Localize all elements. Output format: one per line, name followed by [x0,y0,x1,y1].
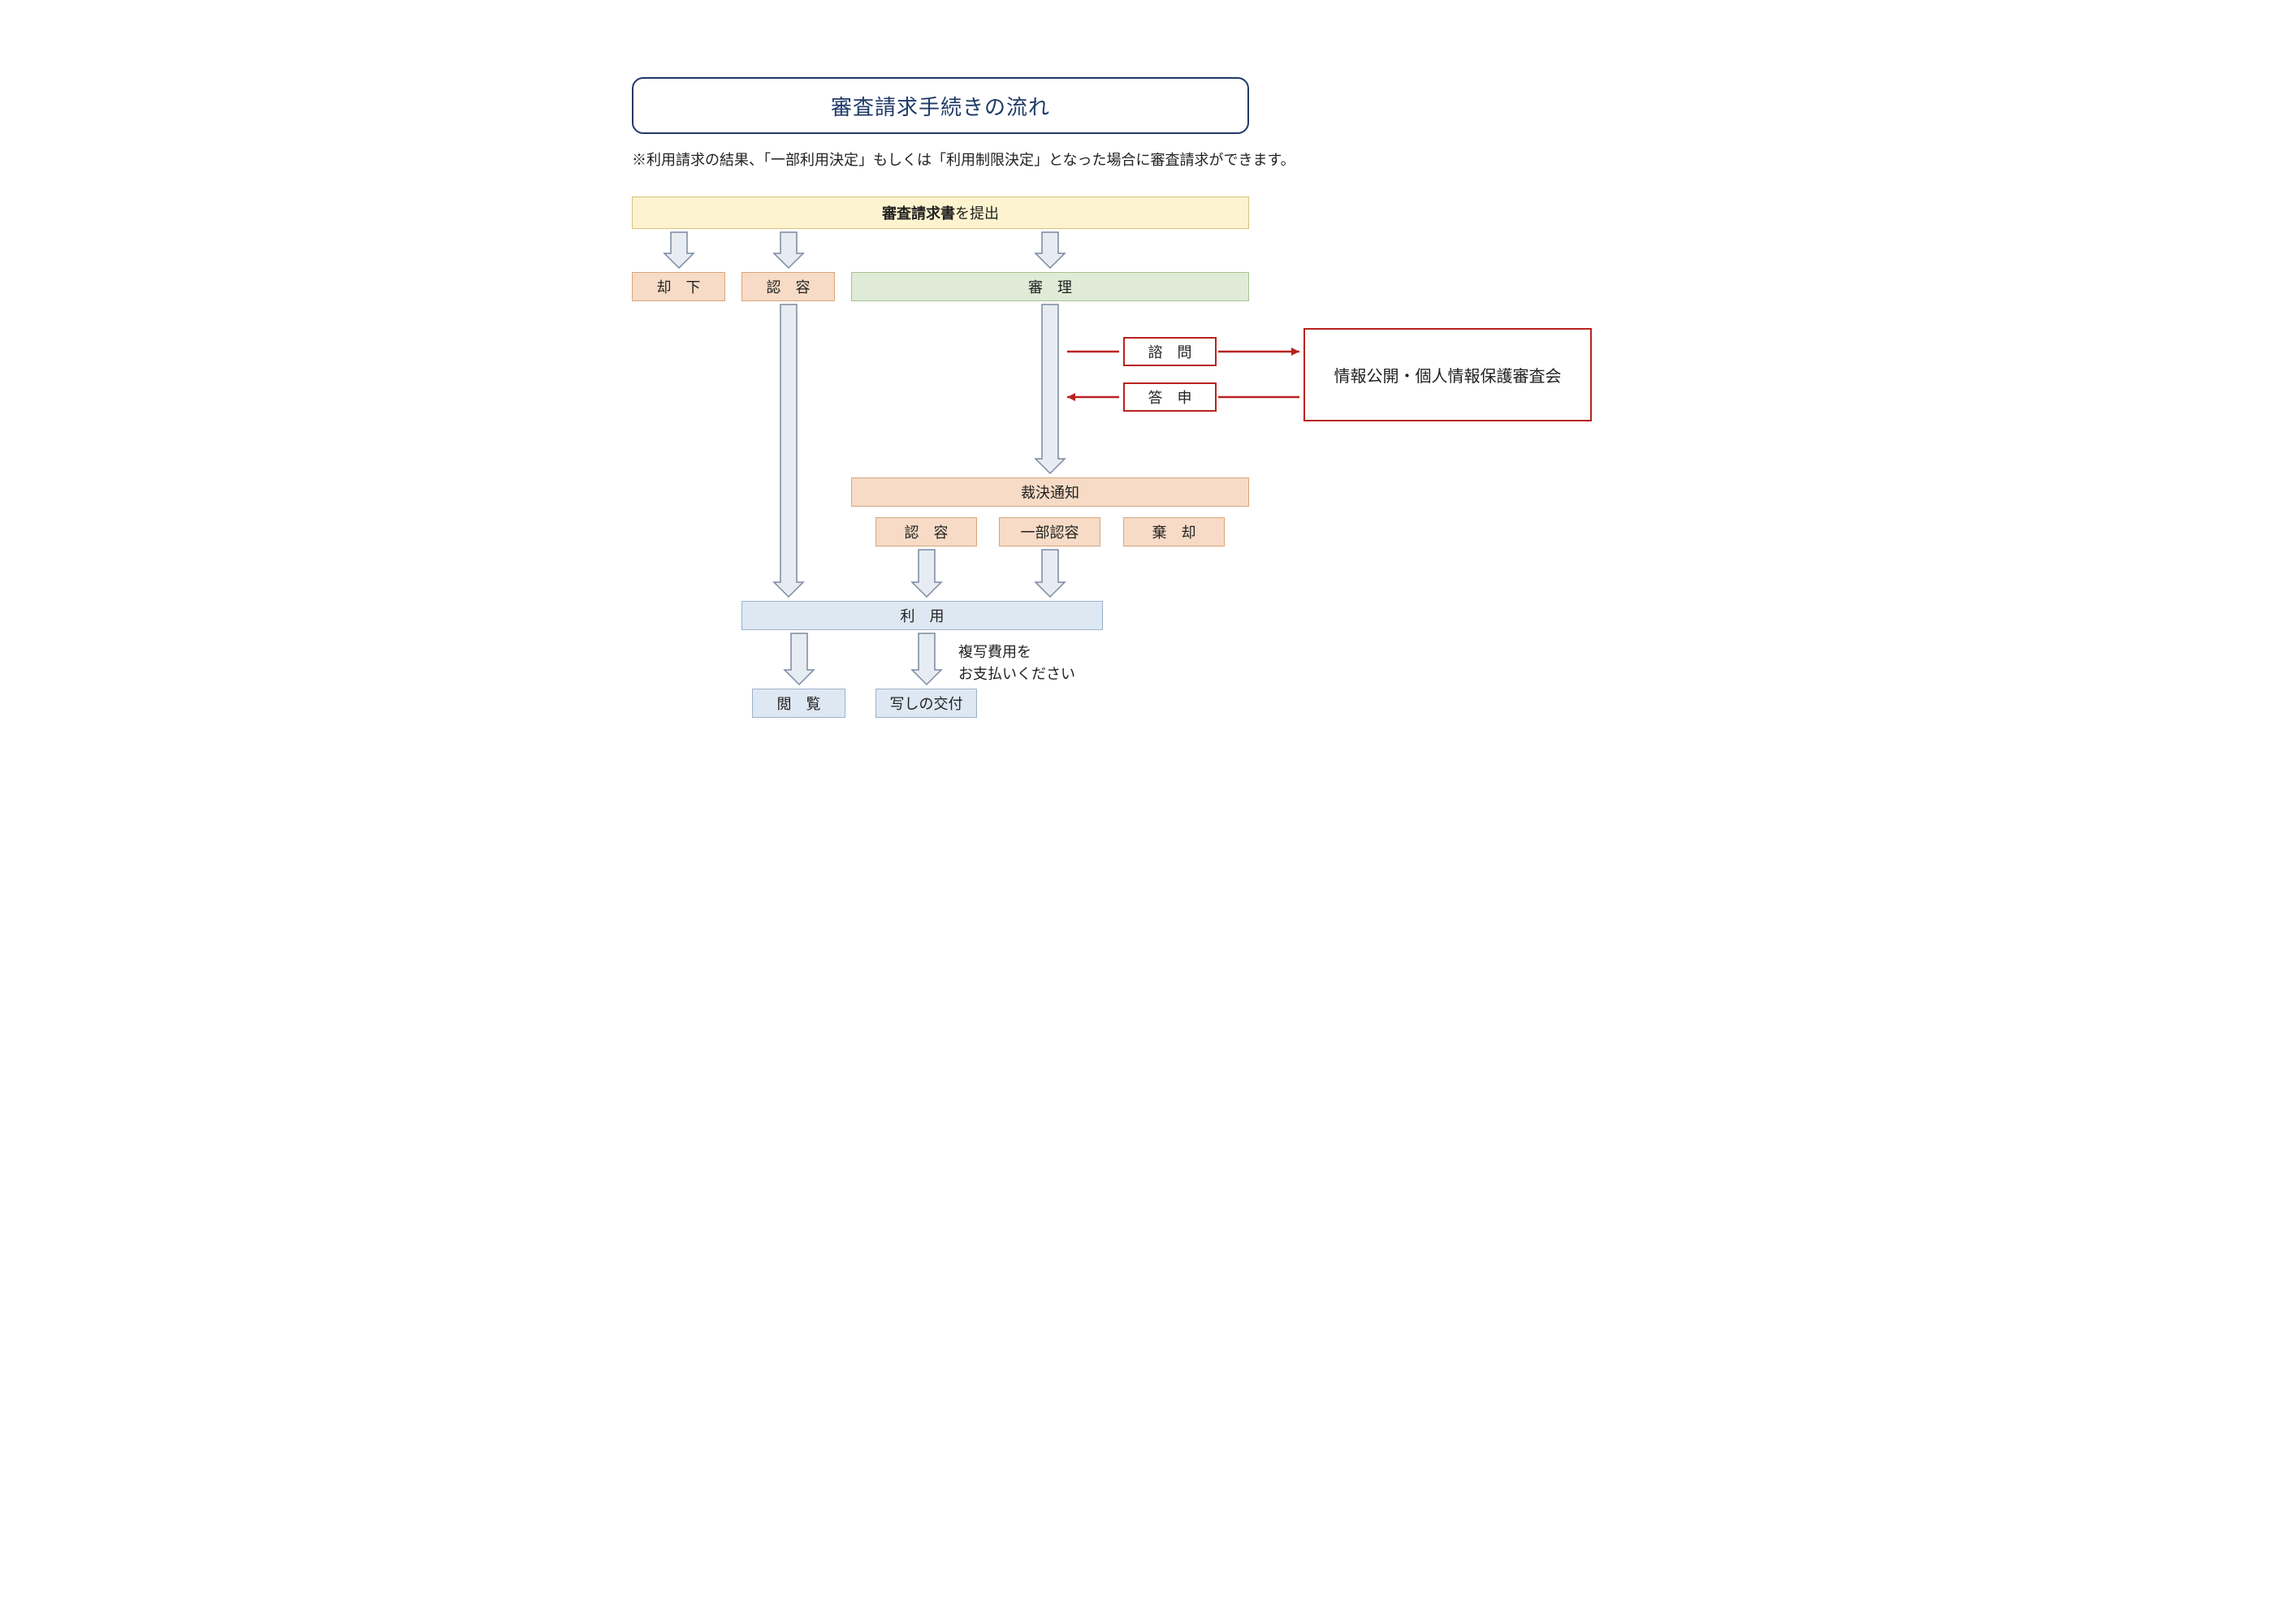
node-ninyo1: 認 容 [741,272,835,301]
node-ninyo2: 認 容 [875,517,977,546]
title-text: 審査請求手続きの流れ [831,91,1050,121]
diagram-stage: 審査請求手続きの流れ ※利用請求の結果、「一部利用決定」もしくは「利用制限決定」… [568,0,1706,812]
copy-fee-line2: お支払いください [958,666,1075,682]
copy-fee-note: 複写費用を お支払いください [958,641,1075,685]
node-kyakka: 却 下 [632,272,725,301]
node-submit: 審査請求書を提出 [632,197,1249,229]
node-etsuran: 閲 覧 [752,689,845,718]
node-council: 情報公開・個人情報保護審査会 [1303,328,1592,421]
node-kikyaku: 棄 却 [1123,517,1225,546]
node-saiketsu: 裁決通知 [851,477,1249,507]
node-riyou: 利 用 [741,601,1103,630]
copy-fee-line1: 複写費用を [958,644,1031,660]
precondition-note: ※利用請求の結果、「一部利用決定」もしくは「利用制限決定」となった場合に審査請求… [632,149,1295,170]
node-shimon: 諮 問 [1123,337,1217,366]
node-shinri: 審 理 [851,272,1249,301]
node-utsushi: 写しの交付 [875,689,977,718]
node-toshin: 答 申 [1123,382,1217,412]
title-box: 審査請求手続きの流れ [632,77,1249,134]
node-ichibu: 一部認容 [999,517,1100,546]
